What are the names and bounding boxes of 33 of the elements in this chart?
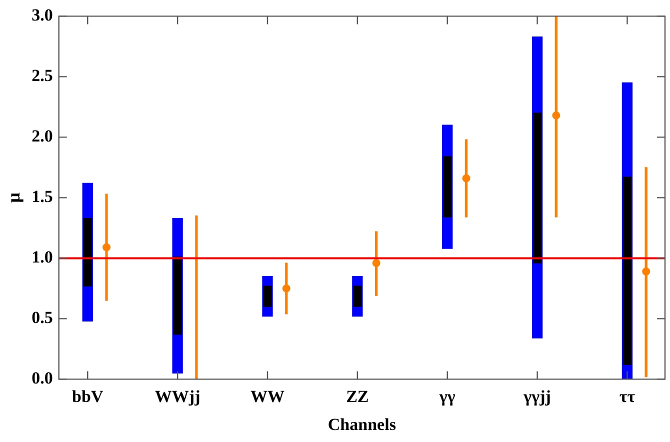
y-tick-label: 2.5: [32, 66, 53, 86]
x-tick-label: WW: [250, 386, 284, 406]
bar: [644, 167, 648, 378]
point: [372, 259, 380, 268]
point: [642, 268, 650, 276]
x-tick-label: γγ: [438, 386, 456, 406]
bar: [353, 286, 362, 307]
y-axis-title: μ: [3, 192, 24, 203]
y-tick-label: 0.5: [32, 308, 53, 328]
bar: [105, 194, 108, 301]
y-tick-label: 2.0: [32, 126, 53, 146]
y-tick-label: 1.5: [32, 187, 53, 206]
x-tick-label: ZZ: [346, 386, 369, 406]
point: [462, 174, 470, 182]
point: [102, 243, 111, 252]
y-tick-label: 3.0: [32, 6, 53, 25]
y-tick-label: 1.0: [32, 248, 53, 267]
y-tick-label: 0.0: [32, 368, 53, 388]
x-axis-title: Channels: [328, 415, 396, 434]
bar: [532, 112, 542, 264]
x-tick-label: WWjj: [154, 386, 200, 406]
point: [282, 284, 290, 292]
x-tick-label: bbV: [72, 386, 104, 406]
bar: [263, 286, 272, 307]
x-tick-label: ττ: [619, 386, 636, 406]
bar: [622, 176, 632, 366]
bar: [554, 16, 558, 218]
bar: [195, 216, 198, 380]
point: [552, 111, 560, 120]
x-tick-label: γγjj: [522, 386, 551, 406]
bar: [173, 256, 182, 335]
bar: [83, 218, 92, 286]
bar: [443, 156, 452, 218]
